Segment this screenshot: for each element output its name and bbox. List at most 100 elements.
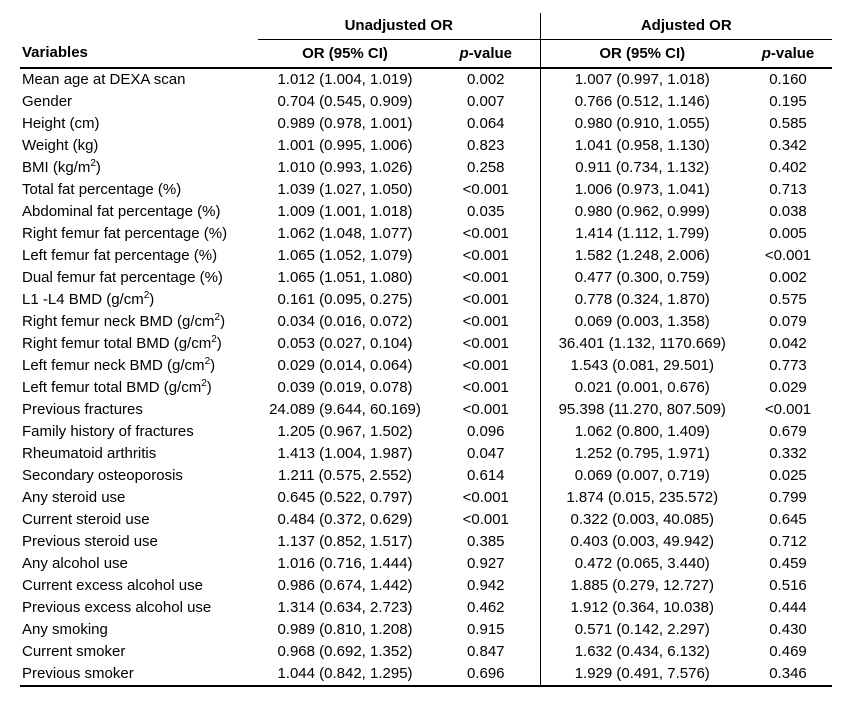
variable-text: Family history of fractures xyxy=(22,423,194,440)
variable-name: Left femur total BMD (g/cm2) xyxy=(20,377,258,399)
unadjusted-or-ci-value: 1.065 (1.052, 1.079) xyxy=(277,247,413,264)
unadjusted-or-ci-value: 1.137 (0.852, 1.517) xyxy=(277,533,413,550)
unadjusted-or-ci-value: 0.986 (0.674, 1.442) xyxy=(277,577,413,594)
variable-text-suffix: ) xyxy=(216,335,222,352)
unadjusted-p-value: 0.047 xyxy=(466,445,505,462)
adjusted-or-ci-value: 0.069 (0.007, 0.719) xyxy=(539,465,744,487)
unadjusted-or-ci-value: 1.009 (1.001, 1.018) xyxy=(277,203,413,220)
unadjusted-p-value: <0.001 xyxy=(462,401,509,418)
adjusted-or-ci-value: 0.911 (0.734, 1.132) xyxy=(539,157,744,179)
unadjusted-p-value: 0.614 xyxy=(466,467,505,484)
unadjusted-p-value: 0.064 xyxy=(466,115,505,132)
adjusted-or-ci-value: 1.062 (0.800, 1.409) xyxy=(539,421,744,443)
unadjusted-or-ci-value: 24.089 (9.644, 60.169) xyxy=(269,401,421,418)
variable-text: Total fat percentage (%) xyxy=(22,181,182,198)
unadjusted-or-ci-value: 0.053 (0.027, 0.104) xyxy=(277,335,413,352)
unadjusted-or-ci-value: 0.029 (0.014, 0.064) xyxy=(277,357,413,374)
group-header-row: Unadjusted OR Adjusted OR xyxy=(20,13,832,40)
adjusted-or-ci-value: 1.252 (0.795, 1.971) xyxy=(539,443,744,465)
unadjusted-p-value: 0.915 xyxy=(466,621,505,638)
unadjusted-p-value: <0.001 xyxy=(462,511,509,528)
unadjusted-or-ci-value: 0.968 (0.692, 1.352) xyxy=(277,643,413,660)
variable-name: Mean age at DEXA scan xyxy=(20,68,258,91)
variable-text: Gender xyxy=(22,93,73,110)
adjusted-or-ci-value: 95.398 (11.270, 807.509) xyxy=(539,399,744,421)
corner-cell xyxy=(20,13,258,40)
variable-superscript: 2 xyxy=(211,334,217,345)
adjusted-p-value: 0.799 xyxy=(769,489,807,506)
adjusted-or-ci-value: 0.980 (0.962, 0.999) xyxy=(539,201,744,223)
adjusted-p-value: 0.342 xyxy=(769,137,807,154)
variable-name: Previous excess alcohol use xyxy=(20,597,258,619)
adjusted-p-value: 0.195 xyxy=(769,93,807,110)
variable-name: Height (cm) xyxy=(20,113,258,135)
adjusted-or-ci-value: 0.472 (0.065, 3.440) xyxy=(539,553,744,575)
adjusted-or-ci-value: 0.980 (0.910, 1.055) xyxy=(539,113,744,135)
unadjusted-or-ci-value: 1.205 (0.967, 1.502) xyxy=(277,423,413,440)
variable-name: Left femur neck BMD (g/cm2) xyxy=(20,355,258,377)
table-row: Any smoking 0.989 (0.810, 1.208) 0.915 0… xyxy=(20,619,832,641)
variable-name: Total fat percentage (%) xyxy=(20,179,258,201)
adjusted-p-value: 0.332 xyxy=(769,445,807,462)
variable-text: BMI (kg/m xyxy=(22,159,91,176)
adjusted-p-value: <0.001 xyxy=(764,401,812,418)
variable-superscript: 2 xyxy=(143,290,150,301)
variable-text: Weight (kg) xyxy=(22,137,99,154)
variable-text: Height (cm) xyxy=(22,115,100,132)
variable-text: Any steroid use xyxy=(22,489,126,506)
variable-name: Current smoker xyxy=(20,641,258,663)
unadjusted-p-value: 0.696 xyxy=(432,663,540,687)
adjusted-or-ci-value: 1.874 (0.015, 235.572) xyxy=(539,487,744,509)
adjusted-p-value: 0.713 xyxy=(769,181,807,198)
p-rest: -value xyxy=(468,44,513,62)
variable-text: Previous excess alcohol use xyxy=(22,599,212,616)
adjusted-or-ci-value: 1.929 (0.491, 7.576) xyxy=(539,663,744,687)
variable-name: Any alcohol use xyxy=(20,553,258,575)
adjusted-p-value: 0.038 xyxy=(769,203,807,220)
variable-text: Secondary osteoporosis xyxy=(22,467,183,484)
variable-name: Abdominal fat percentage (%) xyxy=(20,201,258,223)
adjusted-or-ci-value: 1.582 (1.248, 2.006) xyxy=(539,245,744,267)
unadjusted-p-value: <0.001 xyxy=(462,247,509,264)
adjusted-or-ci-value: 0.021 (0.001, 0.676) xyxy=(539,377,744,399)
variable-text: Rheumatoid arthritis xyxy=(22,445,157,462)
variable-text: Right femur fat percentage (%) xyxy=(22,225,228,242)
table-row: Current excess alcohol use 0.986 (0.674,… xyxy=(20,575,832,597)
table-row: Rheumatoid arthritis 1.413 (1.004, 1.987… xyxy=(20,443,832,465)
unadjusted-p-value: <0.001 xyxy=(462,379,509,396)
adjusted-or-ci-value: 1.414 (1.112, 1.799) xyxy=(539,223,744,245)
unadjusted-p-value: 0.385 xyxy=(466,533,505,550)
adjusted-p-value: 0.079 xyxy=(769,313,807,330)
variable-name: BMI (kg/m2) xyxy=(20,157,258,179)
variable-text: Any smoking xyxy=(22,621,108,638)
adjusted-or-ci-value: 1.543 (0.081, 29.501) xyxy=(539,355,744,377)
p-rest: -value xyxy=(770,44,815,62)
variable-name: Previous smoker xyxy=(20,663,258,687)
variable-text: Previous steroid use xyxy=(22,533,158,550)
variable-text: Left femur fat percentage (%) xyxy=(22,247,218,264)
variable-name: Secondary osteoporosis xyxy=(20,465,258,487)
adjusted-p-value: 0.712 xyxy=(769,533,807,550)
table-row: Previous smoker 1.044 (0.842, 1.295) 0.6… xyxy=(20,663,832,687)
adjusted-p-value: 0.645 xyxy=(769,511,807,528)
adjusted-or-ci-value: 1.007 (0.997, 1.018) xyxy=(539,68,744,91)
variable-name: Current steroid use xyxy=(20,509,258,531)
unadjusted-or-ci-value: 0.161 (0.095, 0.275) xyxy=(277,291,413,308)
variable-superscript: 2 xyxy=(204,356,211,367)
adjusted-or-ci-column-header: OR (95% CI) xyxy=(539,39,744,69)
table-row: Current steroid use 0.484 (0.372, 0.629)… xyxy=(20,509,832,531)
unadjusted-or-ci-value: 1.044 (0.842, 1.295) xyxy=(258,663,432,687)
variable-name: Right femur total BMD (g/cm2) xyxy=(20,333,258,355)
unadjusted-or-ci-value: 1.065 (1.051, 1.080) xyxy=(277,269,413,286)
adjusted-p-value-column-header: p-value xyxy=(744,39,832,69)
table-row: Total fat percentage (%) 1.039 (1.027, 1… xyxy=(20,179,832,201)
table-row: Dual femur fat percentage (%) 1.065 (1.0… xyxy=(20,267,832,289)
adjusted-p-value: <0.001 xyxy=(764,247,812,264)
unadjusted-p-value: <0.001 xyxy=(462,181,509,198)
table-row: Mean age at DEXA scan 1.012 (1.004, 1.01… xyxy=(20,68,832,91)
adjusted-p-value: 0.346 xyxy=(744,663,832,687)
unadjusted-p-value: 0.847 xyxy=(466,643,505,660)
adjusted-or-ci-value: 1.885 (0.279, 12.727) xyxy=(539,575,744,597)
variable-name: L1 -L4 BMD (g/cm2) xyxy=(20,289,258,311)
